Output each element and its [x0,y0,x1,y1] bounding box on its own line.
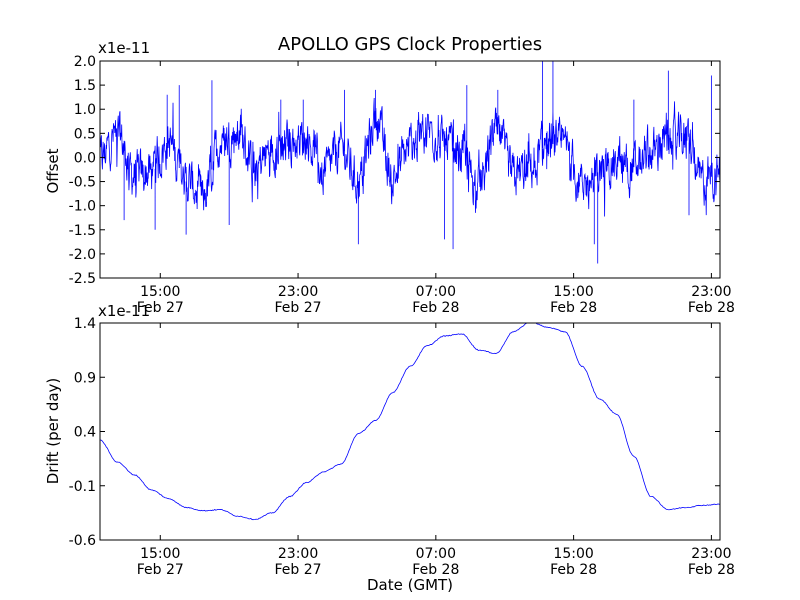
drift-y-tick-label: 1.4 [74,316,96,332]
drift-y-tick-label: 0.4 [74,425,96,441]
offset-x-tick-date: Feb 28 [412,300,459,316]
drift-x-tick-date: Feb 28 [550,562,597,578]
drift-x-tick-date: Feb 27 [137,562,184,578]
drift-x-tick-time: 23:00 [278,546,318,562]
offset-y-tick-label: -0.5 [69,175,96,191]
offset-y-axis-label: Offset [44,148,62,193]
offset-x-tick-date: Feb 27 [275,300,322,316]
offset-x-tick-time: 23:00 [278,284,318,300]
drift-y-tick-label: -0.1 [69,479,96,495]
offset-x-tick-time: 15:00 [140,284,180,300]
drift-x-tick-date: Feb 28 [688,562,735,578]
offset-y-tick-label: -1.0 [69,199,96,215]
offset-y-tick-label: 2.0 [74,54,96,70]
offset-y-tick-label: -2.5 [69,271,96,287]
x-axis-label: Date (GMT) [367,576,453,594]
offset-y-tick-label: 1.0 [74,102,96,118]
drift-series-line [100,323,720,521]
offset-x-tick-date: Feb 27 [137,300,184,316]
offset-y-tick-label: -1.5 [69,223,96,239]
offset-x-tick-time: 23:00 [691,284,731,300]
offset-x-tick-time: 15:00 [553,284,593,300]
drift-x-tick-date: Feb 27 [275,562,322,578]
drift-x-tick-date: Feb 28 [412,562,459,578]
offset-subplot: x1e-11 Offset 2.0 1.5 1.0 0.5 0.0 -0.5 -1.0 -1.… [44,39,735,316]
drift-y-tick-label: 0.9 [74,370,96,386]
offset-x-tick-time: 07:00 [416,284,456,300]
offset-plot-frame [99,60,721,279]
offset-exponent-label: x1e-11 [98,39,150,57]
offset-y-tick-label: 1.5 [74,78,96,94]
drift-x-tick-time: 23:00 [691,546,731,562]
offset-y-tick-label: -2.0 [69,247,96,263]
offset-y-tick-label: 0.0 [74,150,96,166]
drift-y-axis-label: Drift (per day) [44,378,62,485]
offset-x-tick-date: Feb 28 [550,300,597,316]
offset-x-tick-date: Feb 28 [688,300,735,316]
drift-exponent-label: x1e-11 [98,302,150,320]
drift-y-tick-label: -0.6 [69,533,96,549]
drift-x-tick-time: 15:00 [553,546,593,562]
drift-x-tick-time: 07:00 [416,546,456,562]
offset-series-line [100,61,720,264]
offset-y-tick-label: 0.5 [74,126,96,142]
drift-subplot: x1e-11 Drift (per day) 1.4 0.9 0.4 -0.1 -0.6… [44,302,735,578]
chart-title: APOLLO GPS Clock Properties [278,34,542,55]
drift-x-tick-time: 15:00 [140,546,180,562]
